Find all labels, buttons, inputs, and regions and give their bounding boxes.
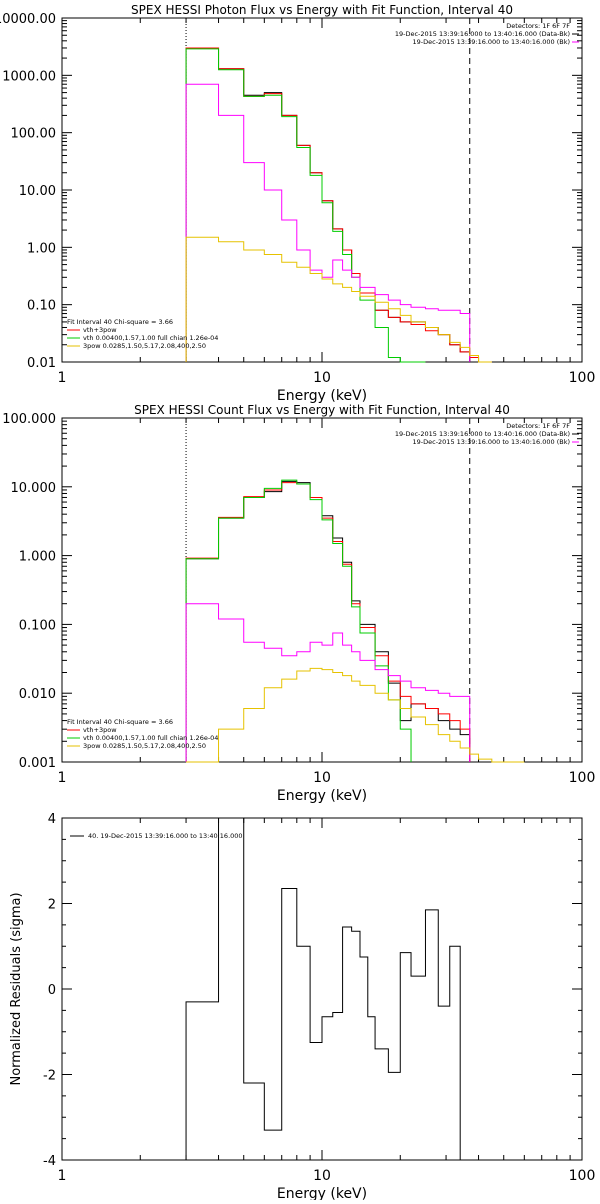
- series-fit_total: [185, 47, 492, 363]
- header-label: 19-Dec-2015 13:39:16.000 to 13:40:16.000…: [413, 38, 571, 46]
- y-tick-label: 0.10: [27, 299, 56, 314]
- legend-label: Fit Interval 40 Chi-square = 3.66: [67, 318, 173, 326]
- y-tick-label: -4: [43, 1154, 56, 1169]
- series-data: [185, 47, 492, 363]
- x-tick-label: 100: [569, 770, 596, 786]
- x-tick-label: 1: [58, 770, 67, 786]
- series-background: [185, 83, 471, 362]
- series-fit_total: [185, 482, 471, 762]
- chart-panel-3: 1 10 100 Energy (keV) -4 -2 0 2 4 Normalized Resi…: [9, 812, 596, 1202]
- y-tick-label: 100.00: [11, 127, 57, 142]
- y-tick-label: 10.00: [19, 184, 56, 199]
- y-tick-label: 0.001: [19, 756, 56, 771]
- series-data: [185, 817, 461, 1160]
- y-tick-label: 0.01: [27, 356, 56, 371]
- y-tick-label: 100.000: [2, 412, 56, 427]
- legend-label: Fit Interval 40 Chi-square = 3.66: [67, 718, 173, 726]
- y-tick-label: 0.100: [19, 618, 56, 633]
- plot-frame: [61, 417, 583, 763]
- chart-title: SPEX HESSI Photon Flux vs Energy with Fi…: [131, 3, 513, 17]
- legend-label: vth+3pow: [83, 726, 117, 734]
- chart-panel-1: SPEX HESSI Photon Flux vs Energy with Fi…: [0, 3, 595, 404]
- x-tick-label: 10: [313, 370, 331, 386]
- y-tick-label: 2: [48, 898, 56, 913]
- y-tick-label: 4: [48, 812, 56, 827]
- y-tick-label: 0: [48, 983, 56, 998]
- x-tick-label: 1: [58, 1168, 67, 1184]
- header-label: 19-Dec-2015 13:39:16.000 to 13:40:16.000…: [413, 438, 571, 446]
- y-tick-label: 10000.00: [0, 12, 56, 27]
- x-tick-label: 1: [58, 370, 67, 386]
- y-tick-label: -2: [43, 1069, 56, 1084]
- legend-label: vth+3pow: [83, 326, 117, 334]
- chart-panel-2: SPEX HESSI Count Flux vs Energy with Fit…: [2, 403, 595, 804]
- series-data: [185, 480, 471, 762]
- y-tick-label: 1000.00: [2, 69, 56, 84]
- legend-label: vth 0.00400,1.57,1.00 full chian 1.26e-0…: [83, 334, 218, 342]
- header-label: Detectors: 1F 6F 7F: [506, 22, 570, 30]
- legend-label: 3pow 0.0285,1.50,5.17,2.08,400,2.50: [83, 742, 206, 750]
- x-axis-label: Energy (keV): [277, 788, 367, 804]
- chart-title: SPEX HESSI Count Flux vs Energy with Fit…: [134, 403, 510, 417]
- header-label: Detectors: 1F 6F 7F: [506, 422, 570, 430]
- y-tick-label: 1.00: [27, 241, 56, 256]
- y-tick-label: 0.010: [19, 687, 56, 702]
- series-power_law: [185, 236, 492, 363]
- y-tick-label: 1.000: [19, 550, 56, 565]
- x-tick-label: 10: [313, 770, 331, 786]
- series-thermal: [185, 48, 426, 363]
- x-tick-label: 100: [569, 370, 596, 386]
- plot-frame: [61, 817, 583, 1161]
- legend-label: 3pow 0.0285,1.50,5.17,2.08,400,2.50: [83, 342, 206, 350]
- header-label: 19-Dec-2015 13:39:16.000 to 13:40:16.000…: [395, 30, 570, 38]
- x-tick-label: 100: [569, 1168, 596, 1184]
- y-axis-label: Normalized Residuals (sigma): [9, 892, 24, 1085]
- header-label: 19-Dec-2015 13:39:16.000 to 13:40:16.000…: [395, 430, 570, 438]
- legend-label: vth 0.00400,1.57,1.00 full chian 1.26e-0…: [83, 734, 218, 742]
- series-background: [185, 603, 471, 762]
- series-thermal: [185, 479, 412, 762]
- legend-label: 40. 19-Dec-2015 13:39:16.000 to 13:40:16…: [88, 832, 243, 840]
- x-axis-label: Energy (keV): [277, 388, 367, 404]
- x-tick-label: 10: [313, 1168, 331, 1184]
- series-power_law: [186, 667, 525, 763]
- y-tick-label: 10.000: [11, 481, 57, 496]
- x-axis-label: Energy (keV): [277, 1186, 367, 1200]
